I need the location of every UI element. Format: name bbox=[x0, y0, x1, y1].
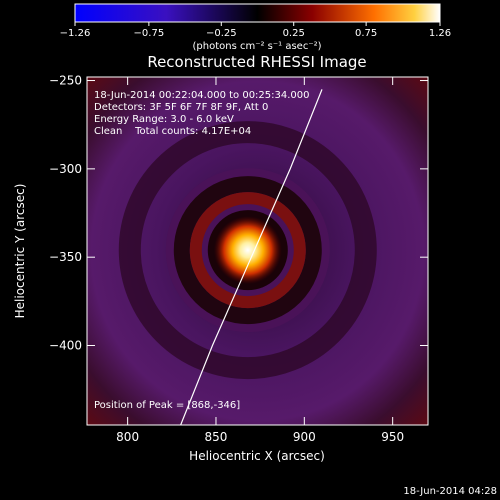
heatmap-peak-source bbox=[213, 216, 282, 285]
x-axis-label: Heliocentric X (arcsec) bbox=[189, 449, 325, 463]
colorbar-tick-label: 0.75 bbox=[355, 28, 377, 39]
annotation-peak-position: Position of Peak = [868,-346] bbox=[94, 400, 240, 411]
colorbar-frame bbox=[74, 3, 441, 23]
y-axis-ticks: −250 −300 −350 −400 bbox=[49, 74, 428, 353]
colorbar-gradient bbox=[75, 4, 440, 22]
colorbar: −1.26 −0.75 −0.25 0.25 0.75 1.26 (photons cm⁻… bbox=[60, 3, 451, 52]
colorbar-tick-label: 0.25 bbox=[283, 28, 305, 39]
y-tick-label: −350 bbox=[49, 250, 82, 264]
annotation-time-range: 18-Jun-2014 00:22:04.000 to 00:25:34.000 bbox=[94, 90, 310, 101]
colorbar-tick-label: −0.25 bbox=[206, 28, 237, 39]
plot-frame bbox=[86, 76, 429, 426]
colorbar-tick-label: −1.26 bbox=[60, 28, 91, 39]
annotation-clean-counts: Clean Total counts: 4.17E+04 bbox=[94, 126, 251, 137]
y-tick-label: −300 bbox=[49, 162, 82, 176]
colorbar-ticks: −1.26 −0.75 −0.25 0.25 0.75 1.26 bbox=[60, 22, 451, 39]
x-axis-ticks: 800 850 900 950 bbox=[116, 77, 404, 444]
x-tick-label: 950 bbox=[381, 430, 404, 444]
heatmap-dark-ring-outer bbox=[118, 121, 377, 380]
chart-title: Reconstructed RHESSI Image bbox=[147, 53, 366, 71]
annotation-energy-range: Energy Range: 3.0 - 6.0 keV bbox=[94, 114, 234, 125]
annotation-detectors: Detectors: 3F 5F 6F 7F 8F 9F, Att 0 bbox=[94, 102, 268, 113]
x-tick-label: 900 bbox=[293, 430, 316, 444]
colorbar-unit-label: (photons cm⁻² s⁻¹ asec⁻²) bbox=[192, 41, 321, 52]
heatmap-image bbox=[87, 77, 428, 425]
annotation-block: 18-Jun-2014 00:22:04.000 to 00:25:34.000… bbox=[94, 90, 310, 137]
colorbar-tick-label: 1.26 bbox=[429, 28, 451, 39]
x-tick-label: 850 bbox=[205, 430, 228, 444]
y-tick-label: −250 bbox=[49, 74, 82, 88]
y-tick-label: −400 bbox=[49, 339, 82, 353]
y-axis-label: Heliocentric Y (arcsec) bbox=[13, 184, 27, 319]
footer-timestamp: 18-Jun-2014 04:28 bbox=[403, 486, 497, 497]
x-tick-label: 800 bbox=[116, 430, 139, 444]
colorbar-tick-label: −0.75 bbox=[134, 28, 165, 39]
solar-limb-curve bbox=[180, 89, 323, 425]
heatmap-red-ring bbox=[189, 192, 306, 309]
heatmap-dark-ring bbox=[173, 176, 322, 325]
